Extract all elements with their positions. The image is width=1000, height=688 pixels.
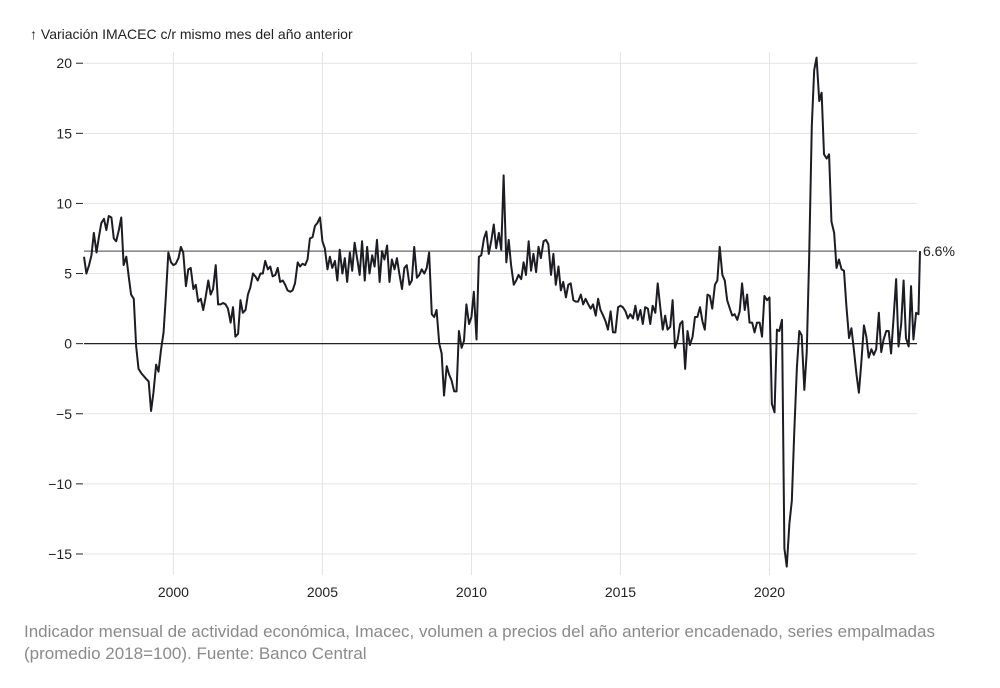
y-tick-label: −15 xyxy=(48,546,72,562)
y-axis-label: ↑ Variación IMACEC c/r mismo mes del año… xyxy=(30,26,353,42)
reference-lines xyxy=(84,250,917,345)
y-tick-label: −5 xyxy=(56,406,72,422)
imacec-series-line xyxy=(83,56,921,568)
x-tick-label: 2005 xyxy=(307,584,338,600)
chart-caption: Indicador mensual de actividad económica… xyxy=(24,622,935,663)
line-chart: ↑ Variación IMACEC c/r mismo mes del año… xyxy=(30,26,955,600)
y-tick-label: 20 xyxy=(56,55,72,71)
x-tick-label: 2010 xyxy=(456,584,487,600)
y-tick-label: 0 xyxy=(64,336,72,352)
reference-line-label: 6.6% xyxy=(923,243,955,259)
x-tick-label: 2000 xyxy=(158,584,189,600)
x-tick-label: 2020 xyxy=(754,584,785,600)
y-tick-label: 10 xyxy=(56,195,72,211)
y-tick-label: 5 xyxy=(64,266,72,282)
y-tick-label: 15 xyxy=(56,125,72,141)
x-tick-label: 2015 xyxy=(605,584,636,600)
y-tick-label: −10 xyxy=(48,476,72,492)
